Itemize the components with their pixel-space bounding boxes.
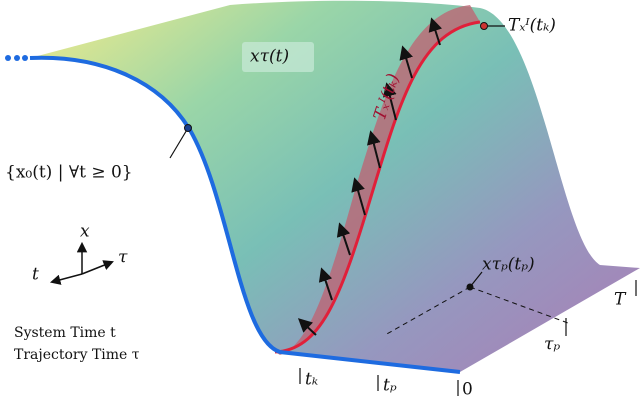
point-label: xτₚ(tₚ) [482, 255, 535, 275]
system-curve [29, 55, 461, 374]
dashed-line [384, 286, 471, 336]
arrow [318, 267, 333, 301]
dot [14, 55, 20, 61]
dot [5, 55, 11, 61]
zero-label: 0 [462, 380, 473, 400]
axis-arrow [49, 273, 83, 285]
T-label: T [614, 290, 627, 310]
point [466, 283, 474, 291]
tube-point-label: Tₓᴵ(tₖ) [508, 16, 556, 36]
tube-curve [274, 20, 481, 354]
tau-p-label: τₚ [544, 335, 560, 355]
tk-label: tₖ [305, 370, 318, 390]
arrow [336, 222, 351, 256]
arrows [297, 17, 443, 336]
axes [49, 241, 114, 285]
arrow [297, 318, 317, 336]
axis-arrow [81, 260, 114, 275]
tp-label: tₚ [383, 376, 397, 396]
axis-t-label: t [32, 265, 39, 285]
arrow [428, 17, 443, 46]
surface-label: xτ(t) [250, 47, 289, 67]
system-curve-label: {x₀(t) | ∀t ≥ 0} [5, 163, 133, 183]
arrow [399, 45, 413, 79]
axis-x-label: x [80, 222, 90, 242]
axis-tau-label: τ [118, 248, 128, 268]
leader [169, 127, 189, 159]
dashes [384, 286, 569, 336]
arrow [383, 82, 397, 121]
dots [5, 55, 28, 61]
surface [30, 0, 640, 372]
arrow [367, 130, 381, 169]
label-box [242, 42, 314, 72]
point [480, 22, 488, 30]
dot [22, 55, 28, 61]
arrow [351, 177, 366, 216]
legend-trajectory: Trajectory Time τ [14, 347, 140, 363]
point [184, 124, 192, 132]
legend-system: System Time t [14, 325, 116, 341]
